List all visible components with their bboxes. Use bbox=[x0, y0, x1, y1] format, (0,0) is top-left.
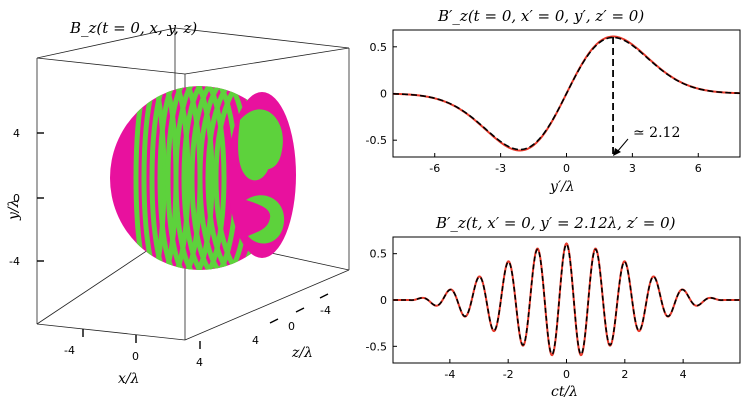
y-tick-4: 4 bbox=[13, 127, 20, 140]
y-tick-label: 0 bbox=[380, 88, 387, 101]
time-title: B′_z(t, x′ = 0, y′ = 2.12λ, z′ = 0) bbox=[435, 214, 676, 232]
y-tick-label: 0.5 bbox=[370, 41, 388, 54]
x-tick-0: 0 bbox=[132, 350, 139, 363]
x-tick-label: 0 bbox=[563, 368, 570, 381]
field-stripe bbox=[173, 86, 227, 270]
profile-title: B′_z(t = 0, x′ = 0, y′, z′ = 0) bbox=[437, 7, 644, 25]
y-tick-0: 0 bbox=[13, 192, 20, 205]
x-tick-label: 2 bbox=[621, 368, 628, 381]
profile-x-label: y′/λ bbox=[549, 179, 575, 195]
axis-ticks bbox=[37, 132, 329, 349]
z-tick-4: 4 bbox=[252, 334, 259, 347]
plot-frame-bottom bbox=[392, 236, 741, 364]
field-stripe bbox=[133, 86, 167, 270]
annotation-arrow bbox=[616, 138, 629, 153]
series-black-dashed bbox=[393, 36, 740, 151]
time-panel: B′_z(t, x′ = 0, y′ = 2.12λ, z′ = 0) -4 -2… bbox=[366, 214, 741, 400]
y-tick-label: 0 bbox=[380, 294, 387, 307]
y-tick-label: -0.5 bbox=[366, 340, 387, 353]
annotation-label: ≃ 2.12 bbox=[633, 125, 680, 141]
field-stripe bbox=[149, 86, 191, 270]
y-tick-label: -0.5 bbox=[366, 134, 387, 147]
x-tick-neg4: -4 bbox=[64, 344, 75, 357]
surface-3d-panel: B_z(t = 0, x, y, z) 4 0 -4 y/λ -4 0 4 x/… bbox=[6, 19, 350, 387]
time-ticks: -4 -2 0 2 4 0.5 0 -0.5 bbox=[366, 248, 687, 381]
field-stripe bbox=[165, 86, 215, 270]
x-tick-label: 4 bbox=[680, 368, 687, 381]
z-tick-neg4: -4 bbox=[320, 304, 331, 317]
cap-swirl-lower bbox=[246, 195, 285, 244]
z-axis-label: z/λ bbox=[291, 345, 313, 361]
time-x-label: ct/λ bbox=[551, 384, 578, 400]
cap-swirl bbox=[238, 109, 283, 181]
surface-title: B_z(t = 0, x, y, z) bbox=[69, 19, 197, 37]
x-tick-label: -6 bbox=[429, 162, 440, 175]
y-tick-neg4: -4 bbox=[9, 255, 20, 268]
x-tick-label: -2 bbox=[503, 368, 514, 381]
profile-ticks: -6 -3 0 3 6 0.5 0 -0.5 bbox=[366, 41, 702, 175]
x-tick-4: 4 bbox=[196, 356, 203, 369]
x-tick-label: 3 bbox=[629, 162, 636, 175]
series-black-dashed bbox=[393, 243, 740, 356]
series-red bbox=[393, 242, 740, 357]
profile-panel: B′_z(t = 0, x′ = 0, y′, z′ = 0) -6 -3 0 3 6 0… bbox=[366, 7, 741, 195]
x-tick-label: -3 bbox=[495, 162, 506, 175]
x-tick-label: 0 bbox=[563, 162, 570, 175]
x-tick-label: 6 bbox=[695, 162, 702, 175]
x-axis-label: x/λ bbox=[118, 371, 140, 387]
z-tick-0: 0 bbox=[288, 320, 295, 333]
y-axis-label: y/λ bbox=[6, 199, 22, 222]
annotation-arrowhead bbox=[613, 148, 621, 156]
x-tick-label: -4 bbox=[444, 368, 455, 381]
y-tick-label: 0.5 bbox=[370, 248, 388, 261]
